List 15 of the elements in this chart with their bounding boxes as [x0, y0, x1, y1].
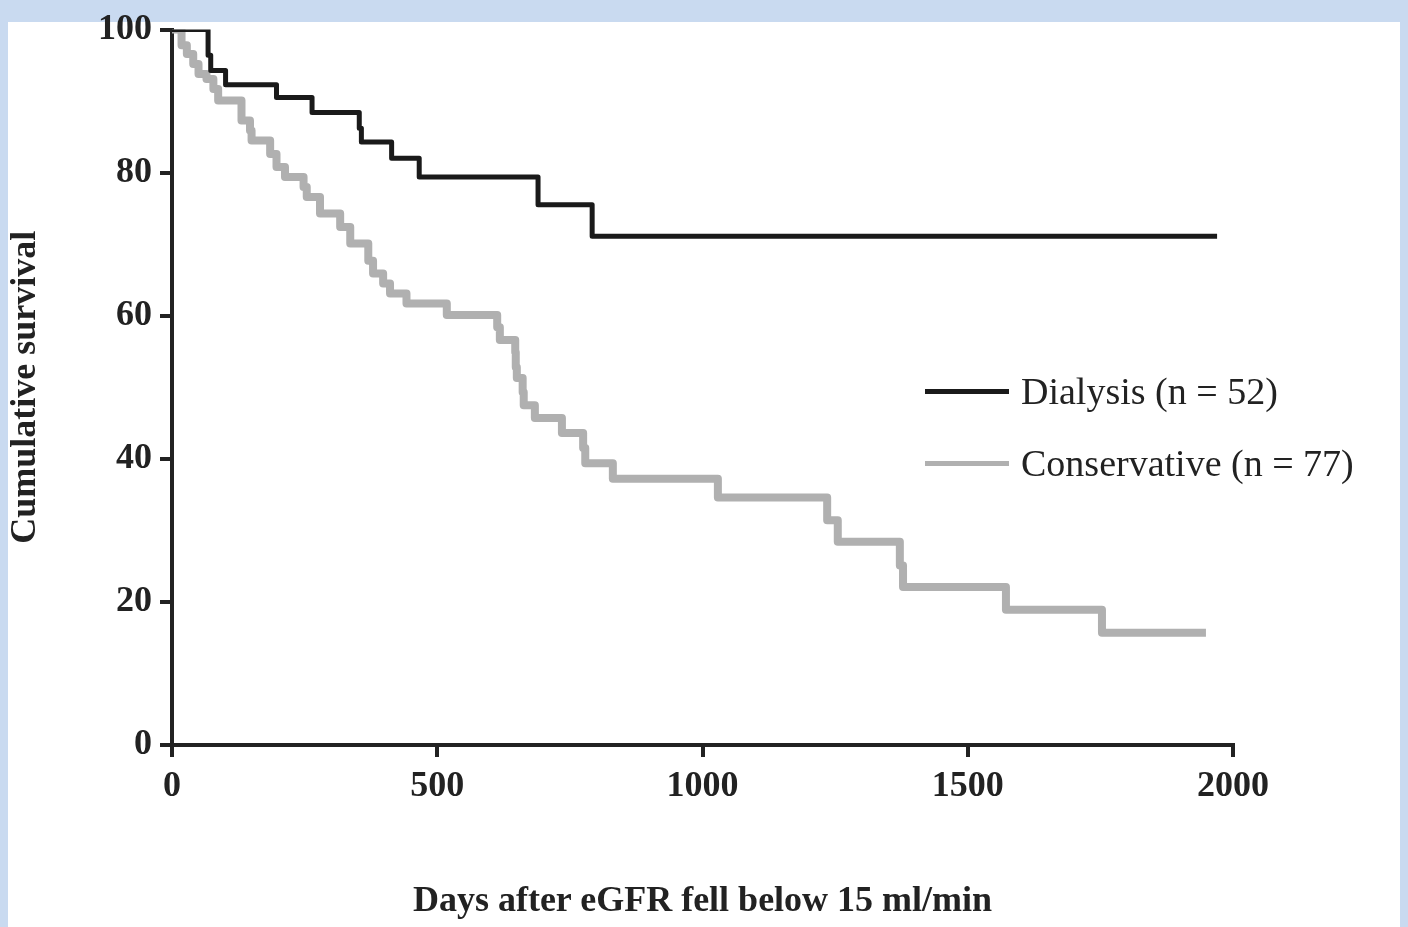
x-tick-label: 2000 [1197, 763, 1269, 804]
x-axis-title: Days after eGFR fell below 15 ml/min [412, 878, 993, 919]
x-tick-label: 0 [163, 763, 181, 804]
y-tick-label: 60 [116, 293, 152, 334]
y-tick-label: 100 [98, 6, 152, 47]
y-axis-title: Cumulative survival [2, 230, 43, 544]
legend-label: Dialysis (n = 52) [1021, 369, 1278, 413]
x-tick-label: 1500 [931, 763, 1004, 804]
x-tick-label: 1000 [666, 763, 739, 804]
x-tick-label: 500 [410, 763, 465, 804]
y-tick-label: 80 [116, 149, 152, 190]
y-tick-label: 0 [134, 722, 152, 763]
y-tick-label: 40 [116, 436, 152, 477]
y-tick-label: 20 [116, 579, 152, 620]
legend-label: Conservative (n = 77) [1021, 441, 1354, 485]
